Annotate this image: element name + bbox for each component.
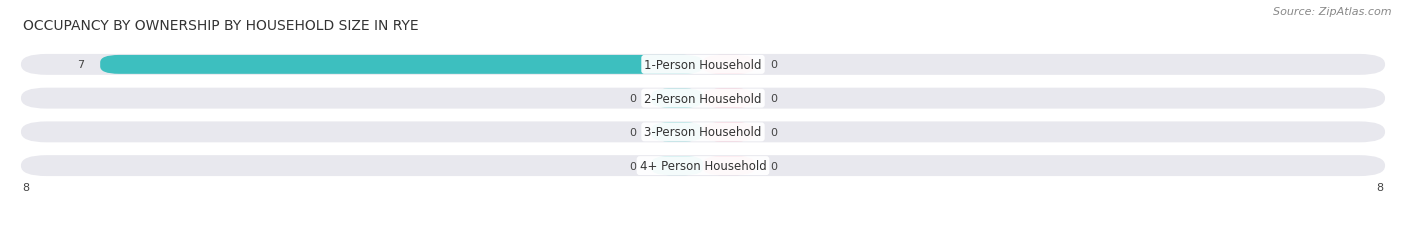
Text: OCCUPANCY BY OWNERSHIP BY HOUSEHOLD SIZE IN RYE: OCCUPANCY BY OWNERSHIP BY HOUSEHOLD SIZE… — [22, 19, 419, 33]
Text: 0: 0 — [628, 161, 636, 171]
FancyBboxPatch shape — [703, 89, 755, 108]
FancyBboxPatch shape — [21, 88, 1385, 109]
FancyBboxPatch shape — [703, 156, 755, 175]
FancyBboxPatch shape — [703, 123, 755, 142]
FancyBboxPatch shape — [651, 123, 703, 142]
Text: 7: 7 — [77, 60, 84, 70]
Text: 0: 0 — [628, 94, 636, 104]
FancyBboxPatch shape — [21, 155, 1385, 176]
FancyBboxPatch shape — [100, 56, 703, 75]
Text: 0: 0 — [770, 60, 778, 70]
Text: 8: 8 — [1376, 182, 1384, 192]
FancyBboxPatch shape — [21, 55, 1385, 76]
Text: 0: 0 — [770, 127, 778, 137]
Text: 0: 0 — [770, 94, 778, 104]
FancyBboxPatch shape — [651, 89, 703, 108]
Text: 4+ Person Household: 4+ Person Household — [640, 159, 766, 172]
Text: 0: 0 — [770, 161, 778, 171]
FancyBboxPatch shape — [21, 122, 1385, 143]
FancyBboxPatch shape — [651, 156, 703, 175]
Text: 2-Person Household: 2-Person Household — [644, 92, 762, 105]
Text: 3-Person Household: 3-Person Household — [644, 126, 762, 139]
FancyBboxPatch shape — [703, 56, 755, 75]
Text: Source: ZipAtlas.com: Source: ZipAtlas.com — [1274, 7, 1392, 17]
Text: 0: 0 — [628, 127, 636, 137]
Text: 8: 8 — [22, 182, 30, 192]
Text: 1-Person Household: 1-Person Household — [644, 59, 762, 72]
